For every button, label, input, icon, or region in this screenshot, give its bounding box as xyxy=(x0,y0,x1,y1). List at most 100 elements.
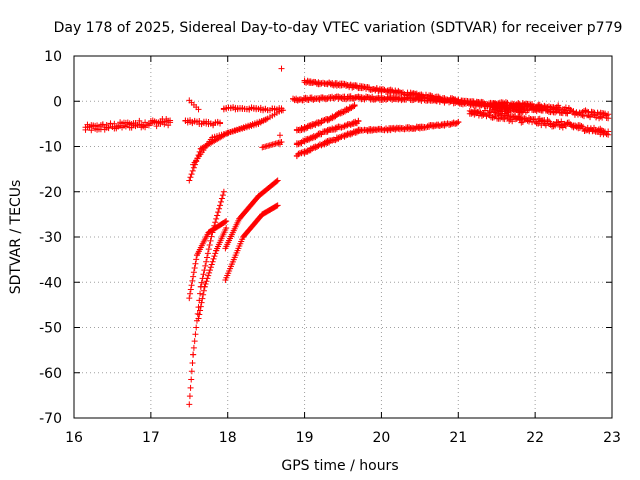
data-point xyxy=(198,279,205,286)
data-point xyxy=(280,107,287,114)
data-point xyxy=(218,195,225,202)
data-point xyxy=(276,141,283,148)
data-point xyxy=(191,264,198,271)
data-point xyxy=(189,277,196,284)
data-point xyxy=(188,368,195,375)
data-point xyxy=(564,110,571,117)
data-point xyxy=(204,254,211,261)
data-point xyxy=(205,246,212,253)
data-point xyxy=(189,167,196,174)
data-point xyxy=(105,124,112,131)
x-tick-label: 18 xyxy=(219,430,237,446)
data-point xyxy=(203,258,210,265)
data-point xyxy=(605,128,612,135)
data-point xyxy=(193,256,200,263)
data-point xyxy=(208,261,215,268)
data-point xyxy=(190,164,197,171)
data-point xyxy=(217,119,224,126)
data-point xyxy=(197,307,204,314)
data-point xyxy=(276,132,283,139)
data-point xyxy=(190,351,197,358)
data-point xyxy=(212,250,219,257)
data-point xyxy=(195,106,202,113)
x-tick-label: 17 xyxy=(142,430,160,446)
data-point xyxy=(212,219,219,226)
data-point xyxy=(278,65,285,72)
y-tick-label: 0 xyxy=(53,94,62,110)
x-tick-label: 22 xyxy=(526,430,544,446)
data-point xyxy=(515,103,522,110)
data-point xyxy=(197,303,204,310)
y-tick-label: -50 xyxy=(39,321,62,337)
data-points xyxy=(82,65,612,408)
data-point xyxy=(187,290,194,297)
data-point xyxy=(187,174,194,181)
data-point xyxy=(190,273,197,280)
data-point xyxy=(206,242,213,249)
data-point xyxy=(198,299,205,306)
data-point xyxy=(219,192,226,199)
data-point xyxy=(186,393,193,400)
y-tick-label: 10 xyxy=(44,49,62,65)
data-point xyxy=(559,124,566,131)
y-tick-label: -10 xyxy=(39,140,62,156)
data-point xyxy=(516,100,523,107)
data-point xyxy=(481,107,488,114)
data-point xyxy=(273,202,280,209)
x-tick-label: 23 xyxy=(603,430,621,446)
data-point xyxy=(501,116,508,123)
data-point xyxy=(553,108,560,115)
data-point xyxy=(196,311,203,318)
data-point xyxy=(88,127,95,134)
data-point xyxy=(186,401,193,408)
axis-ticks: 16 17 18 19 20 21 22 23 10 0 -10 -20 -30 -40 -50 -60 -70 xyxy=(39,49,621,446)
data-point xyxy=(204,275,211,282)
data-point xyxy=(187,286,194,293)
data-point xyxy=(223,218,230,225)
data-point xyxy=(214,212,221,219)
data-point xyxy=(207,237,214,244)
x-tick-label: 16 xyxy=(65,430,83,446)
data-point xyxy=(186,295,193,302)
data-point xyxy=(455,119,462,126)
data-point xyxy=(200,287,207,294)
x-tick-label: 20 xyxy=(373,430,391,446)
data-point xyxy=(199,295,206,302)
data-point xyxy=(213,215,220,222)
data-point xyxy=(201,283,208,290)
data-point xyxy=(273,178,280,185)
data-point xyxy=(189,359,196,366)
data-point xyxy=(187,384,194,391)
y-tick-label: -70 xyxy=(39,411,62,427)
data-point xyxy=(209,258,216,265)
data-point xyxy=(193,324,200,331)
data-point xyxy=(190,269,197,276)
data-point xyxy=(192,331,199,338)
x-axis-label: GPS time / hours xyxy=(281,458,398,474)
data-point xyxy=(581,113,588,120)
data-point xyxy=(351,102,358,109)
y-tick-label: -40 xyxy=(39,275,62,291)
data-point xyxy=(186,177,193,184)
data-point xyxy=(188,171,195,178)
data-point xyxy=(217,198,224,205)
data-point xyxy=(274,177,281,184)
data-point xyxy=(217,202,224,209)
chart-title: Day 178 of 2025, Sidereal Day-to-day VTE… xyxy=(54,20,623,36)
data-point xyxy=(200,271,207,278)
data-point xyxy=(204,250,211,257)
x-tick-label: 19 xyxy=(296,430,314,446)
x-tick-label: 21 xyxy=(449,430,467,446)
data-point xyxy=(195,315,202,322)
data-point xyxy=(192,260,199,267)
y-tick-label: -30 xyxy=(39,230,62,246)
y-axis-label: SDTVAR / TECUs xyxy=(8,180,24,295)
y-tick-label: -60 xyxy=(39,366,62,382)
data-point xyxy=(220,188,227,195)
data-point xyxy=(197,290,204,297)
data-point xyxy=(191,338,198,345)
data-point xyxy=(216,205,223,212)
data-point xyxy=(223,224,230,231)
data-point xyxy=(206,267,213,274)
